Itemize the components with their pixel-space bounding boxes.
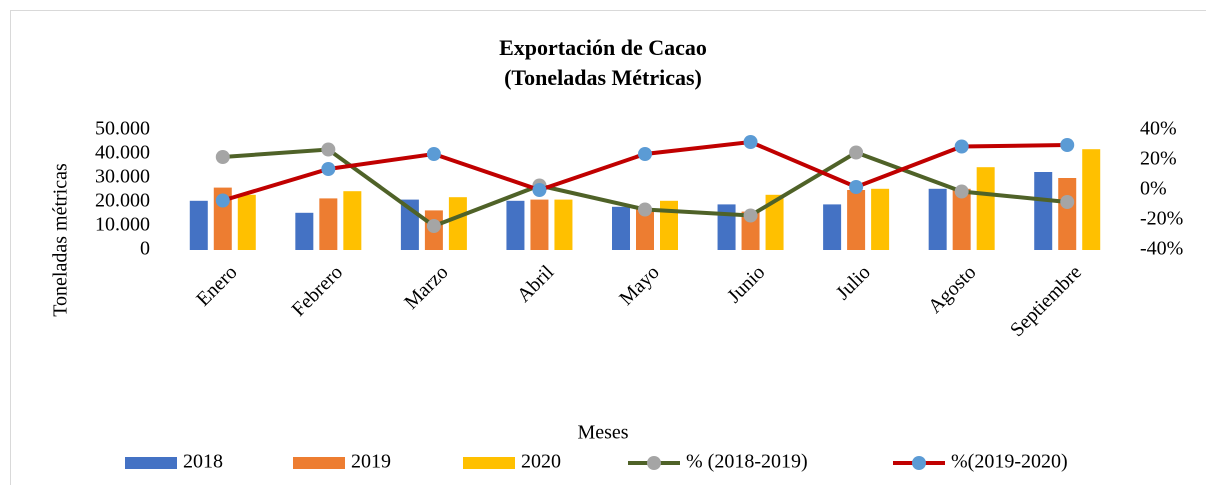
y-tick-label: 20.000: [95, 190, 150, 212]
line-marker: [321, 162, 336, 176]
y-tick-label: 0: [140, 238, 150, 260]
line-marker: [1060, 195, 1075, 209]
bar: [765, 194, 784, 250]
line-marker: [321, 142, 336, 157]
bar: [237, 194, 256, 250]
bar: [1082, 149, 1101, 250]
bar: [660, 200, 678, 250]
bar: [448, 197, 467, 250]
bar: [847, 190, 866, 250]
bar: [928, 188, 947, 250]
legend-swatch: [463, 457, 515, 469]
line-marker: [426, 147, 441, 161]
y-axis-label: Toneladas métricas: [50, 163, 72, 317]
line-marker: [215, 150, 230, 164]
y-tick-label: 50.000: [95, 118, 150, 140]
line-marker: [532, 183, 547, 197]
chart-border: [10, 10, 1206, 485]
bar: [295, 212, 314, 250]
y2-tick-label: -20%: [1140, 208, 1183, 230]
y-tick-label: 10.000: [95, 214, 150, 236]
line-marker: [954, 184, 969, 199]
y2-tick-label: 20%: [1140, 148, 1177, 170]
bar: [952, 188, 971, 250]
bar: [823, 204, 842, 250]
y2-tick-label: -40%: [1140, 238, 1183, 260]
line-marker: [426, 219, 441, 233]
line-marker: [743, 208, 758, 223]
bar: [1058, 178, 1077, 250]
line-marker: [849, 180, 864, 194]
line-marker: [849, 145, 864, 160]
x-axis-label: Meses: [577, 422, 628, 444]
y-tick-label: 30.000: [95, 166, 150, 188]
bar: [1034, 172, 1053, 250]
bar: [554, 199, 573, 250]
y2-tick-label: 40%: [1140, 118, 1177, 140]
line-marker: [638, 202, 652, 217]
y-tick-label: 40.000: [95, 142, 150, 164]
line-marker: [743, 135, 758, 149]
bar: [530, 199, 549, 250]
legend-marker: [647, 456, 661, 470]
bar: [741, 211, 760, 250]
legend-marker: [912, 456, 926, 470]
line-marker: [1060, 138, 1075, 152]
bar: [319, 198, 338, 250]
legend-swatch: [293, 457, 345, 469]
legend-label: 2019: [351, 451, 391, 473]
legend-swatch: [125, 457, 177, 469]
line-marker: [954, 139, 969, 154]
bar: [636, 209, 654, 250]
legend-label: %(2019-2020): [951, 451, 1068, 473]
bar: [717, 204, 736, 250]
line-marker: [215, 193, 230, 208]
chart-title: Exportación de Cacao: [499, 35, 707, 60]
bar: [976, 167, 995, 250]
bar: [189, 200, 208, 250]
line-marker: [638, 147, 652, 161]
bar: [871, 188, 890, 250]
y2-tick-label: 0%: [1140, 178, 1167, 200]
legend-label: % (2018-2019): [686, 451, 808, 473]
bar: [343, 191, 362, 250]
bar: [506, 200, 525, 250]
legend-label: 2018: [183, 451, 223, 473]
bar: [612, 206, 630, 250]
chart-subtitle: (Toneladas Métricas): [504, 65, 702, 90]
legend-label: 2020: [521, 451, 561, 473]
